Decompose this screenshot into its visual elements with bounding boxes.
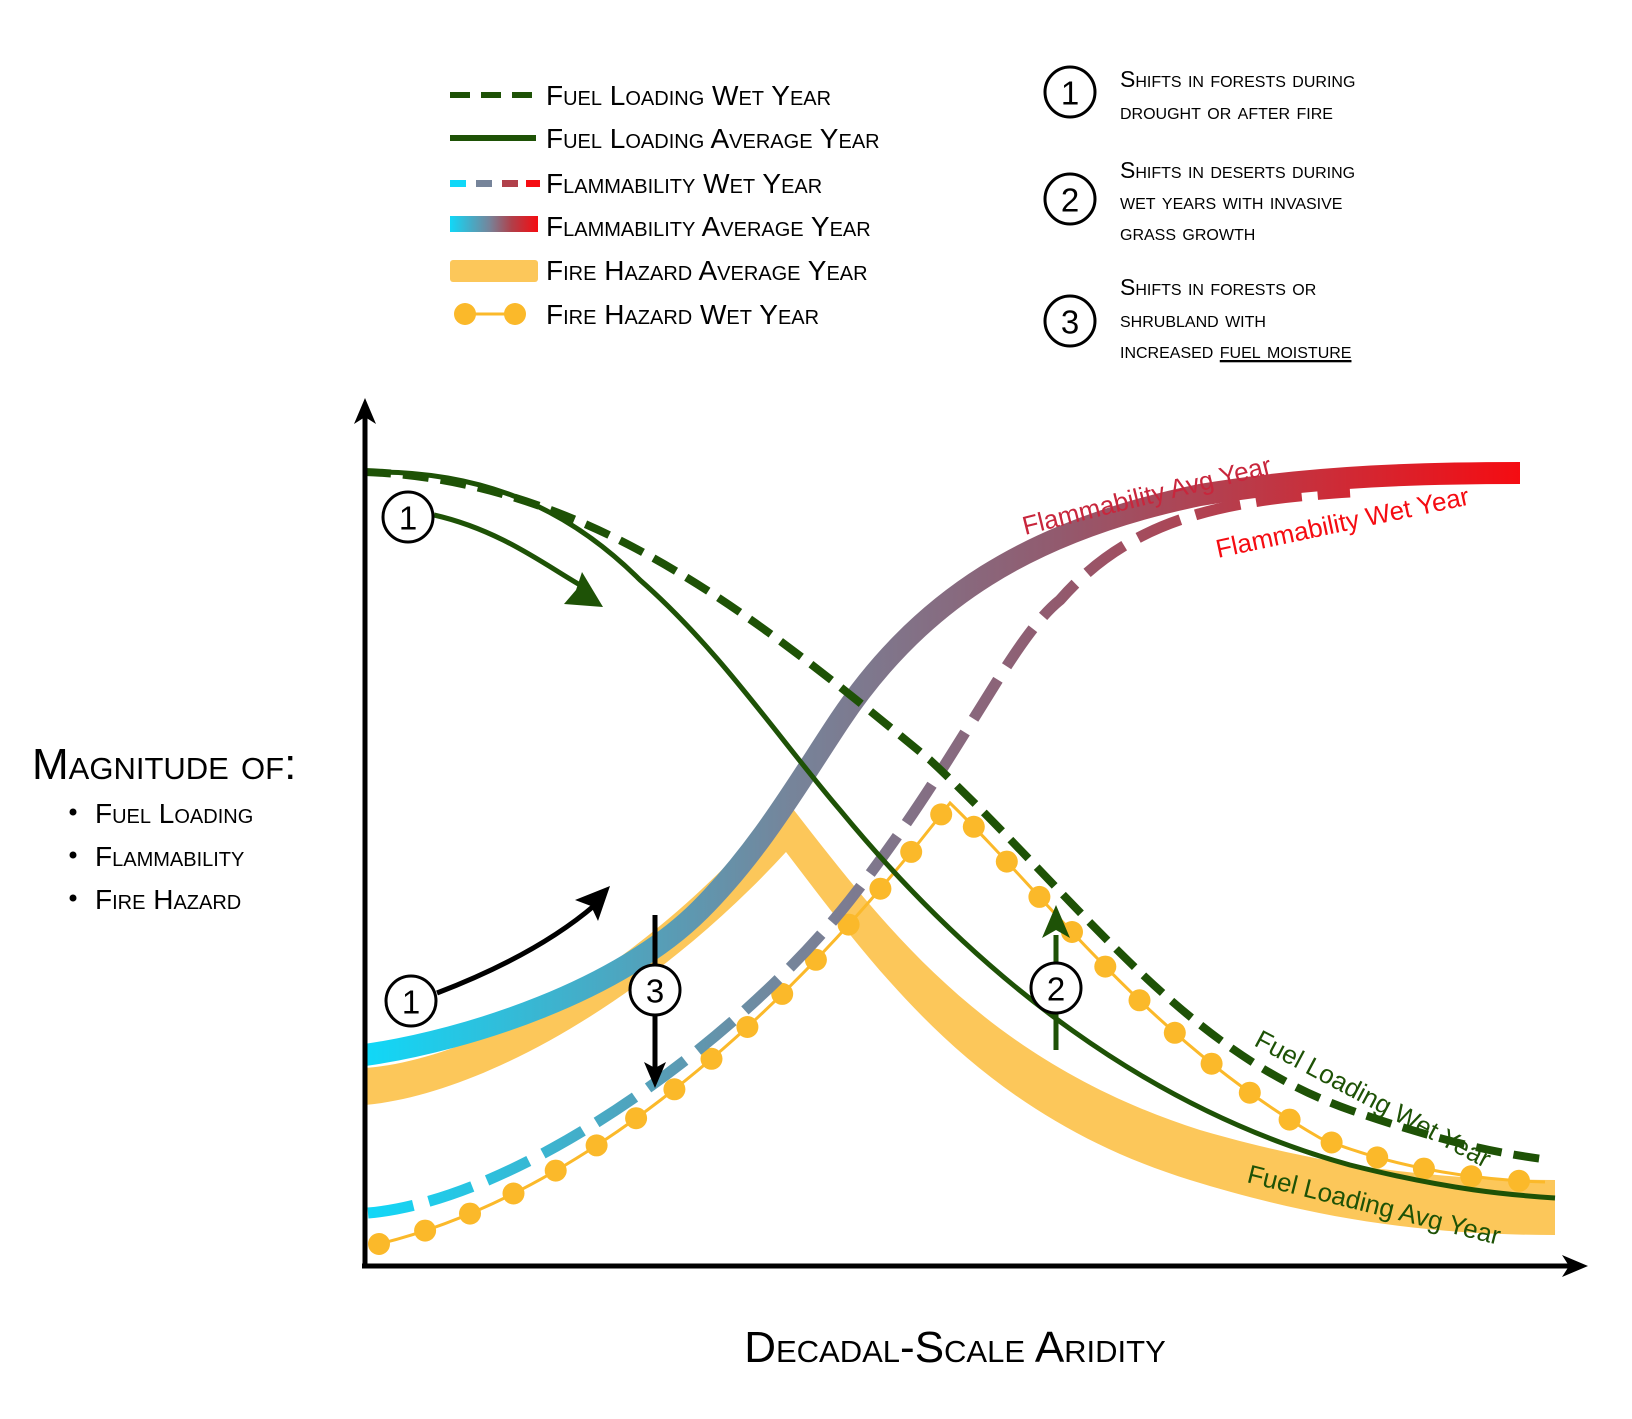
fire-hazard-wet-dot [736, 1016, 759, 1038]
shift-2-line-3: grass growth [1120, 219, 1255, 245]
shift-2-line-2: wet years with invasive [1120, 188, 1342, 214]
marker-3-circle-icon [628, 963, 682, 1017]
fuel-moisture-underlined: fuel moisture [1220, 337, 1352, 363]
legend-label: Flammability Average Year [546, 211, 871, 242]
flammability-avg-band [363, 462, 1521, 1066]
fire-hazard-wet-dot [1366, 1146, 1389, 1169]
fire-hazard-wet-dot [1163, 1021, 1186, 1044]
marker-number: 3 [646, 973, 664, 1010]
y-axis-title-block: Magnitude of: Fuel Loading Flammability … [32, 740, 296, 915]
fire-hazard-wet-dot [1128, 989, 1151, 1012]
fire-hazard-wet-dot [663, 1078, 686, 1101]
fire-hazard-wet-dot [1460, 1165, 1483, 1188]
fire-hazard-wet-dot [1094, 955, 1117, 978]
legend-item-flam-wet: Flammability Wet Year [450, 168, 822, 199]
y-axis-item: Fire Hazard [95, 884, 241, 915]
fire-hazard-wet-dot [962, 815, 985, 838]
axes [354, 398, 1588, 1277]
fire-hazard-wet-dot [1061, 921, 1083, 943]
fire-hazard-wet-dot [502, 1182, 525, 1205]
marker-number: 1 [399, 500, 417, 537]
fire-hazard-wet-dot [544, 1159, 567, 1182]
fire-hazard-wet-dot [771, 982, 794, 1005]
legend-label: Flammability Wet Year [546, 168, 822, 199]
fire-hazard-wet-dot [995, 850, 1018, 873]
fire-hazard-wet-dot [368, 1233, 390, 1255]
fire-hazard-wet-dot [414, 1219, 437, 1242]
fuel-loading-wet-line [364, 468, 1551, 1164]
fire-hazard-wet-dot [585, 1134, 608, 1157]
shift-3-line-1: Shifts in forests or [1120, 274, 1316, 300]
arrowhead-icon [1042, 905, 1070, 938]
fire-hazard-wet-dot [459, 1202, 481, 1225]
flammability-wet-line [367, 486, 1351, 1219]
shift-number: 3 [1061, 304, 1079, 341]
fire-hazard-wet-dot [1508, 1169, 1530, 1192]
number-3-circle-icon [1043, 294, 1097, 348]
shift-3-line-2: shrubland with [1120, 306, 1266, 332]
fire-hazard-wet-dot [1320, 1131, 1343, 1154]
shifts-key: 1 Shifts in forests during drought or af… [1043, 65, 1355, 363]
marker-number: 1 [402, 984, 420, 1021]
y-axis-title: Magnitude of: [32, 740, 296, 789]
thick-orange-band-icon [450, 260, 538, 282]
legend-label: Fuel Loading Average Year [546, 123, 880, 154]
arrow-up-icon [354, 398, 376, 424]
fire-hazard-wet-dot [837, 913, 860, 936]
fire-hazard-wet-dot [700, 1047, 723, 1070]
orange-dotted-line-icon [454, 303, 526, 325]
number-1-circle-icon [1043, 65, 1097, 119]
marker-2-circle-icon [1029, 961, 1083, 1015]
shift-1-line-2: drought or after fire [1120, 98, 1333, 124]
legend-item-fuel-avg: Fuel Loading Average Year [450, 123, 880, 154]
fire-hazard-wet-dot [1238, 1081, 1261, 1104]
shift-1-green-arrow [433, 512, 582, 588]
fire-hazard-wet-dot [804, 948, 827, 971]
fire-hazard-wet-dot [900, 840, 923, 863]
legend: Fuel Loading Wet Year Fuel Loading Avera… [450, 80, 880, 330]
bullet-icon [69, 851, 77, 859]
fire-hazard-wet-dot [930, 803, 953, 826]
marker-number: 2 [1047, 971, 1065, 1008]
y-axis-item: Fuel Loading [95, 798, 253, 829]
fire-hazard-wet-dot [1412, 1157, 1435, 1180]
legend-item-fuel-wet: Fuel Loading Wet Year [450, 80, 831, 111]
shift-2-line-1: Shifts in deserts during [1120, 157, 1355, 183]
fire-hazard-wet-dot [1200, 1052, 1223, 1075]
x-axis-title: Decadal-Scale Aridity [744, 1323, 1166, 1372]
arrowhead-icon [564, 572, 603, 607]
legend-label: Fire Hazard Wet Year [546, 299, 819, 330]
bullet-icon [69, 808, 77, 816]
fire-hazard-wet-dot [625, 1107, 648, 1130]
dashed-cyan-to-red-line-icon [450, 180, 540, 187]
arrowhead-icon [644, 1062, 666, 1088]
legend-label: Fuel Loading Wet Year [546, 80, 831, 111]
bullet-icon [69, 894, 77, 902]
shift-1-line-1: Shifts in forests during [1120, 66, 1355, 92]
shift-3-line-3: increased fuel moisture [1120, 337, 1351, 363]
legend-label: Fire Hazard Average Year [546, 255, 868, 286]
y-axis-item: Flammability [95, 841, 244, 872]
solid-cyan-to-red-band-icon [450, 216, 538, 232]
arrowhead-icon [575, 886, 610, 921]
number-2-circle-icon [1043, 172, 1097, 226]
shift-number: 1 [1061, 75, 1079, 112]
fire-hazard-wet-dot [869, 877, 892, 900]
fuel-loading-avg-line [364, 469, 1556, 1201]
fire-hazard-wet-dot [1028, 885, 1051, 908]
fire-hazard-wet-dot [1278, 1108, 1301, 1131]
shift-1-black-arrow [436, 903, 597, 996]
marker-1-circle-icon [384, 974, 438, 1028]
arrow-right-icon [1562, 1255, 1588, 1277]
fire-hazard-wet-dots [368, 803, 1530, 1255]
shift-number: 2 [1061, 182, 1079, 219]
marker-1-circle-icon [381, 490, 435, 544]
fire-hazard-avg-band [365, 800, 1555, 1235]
